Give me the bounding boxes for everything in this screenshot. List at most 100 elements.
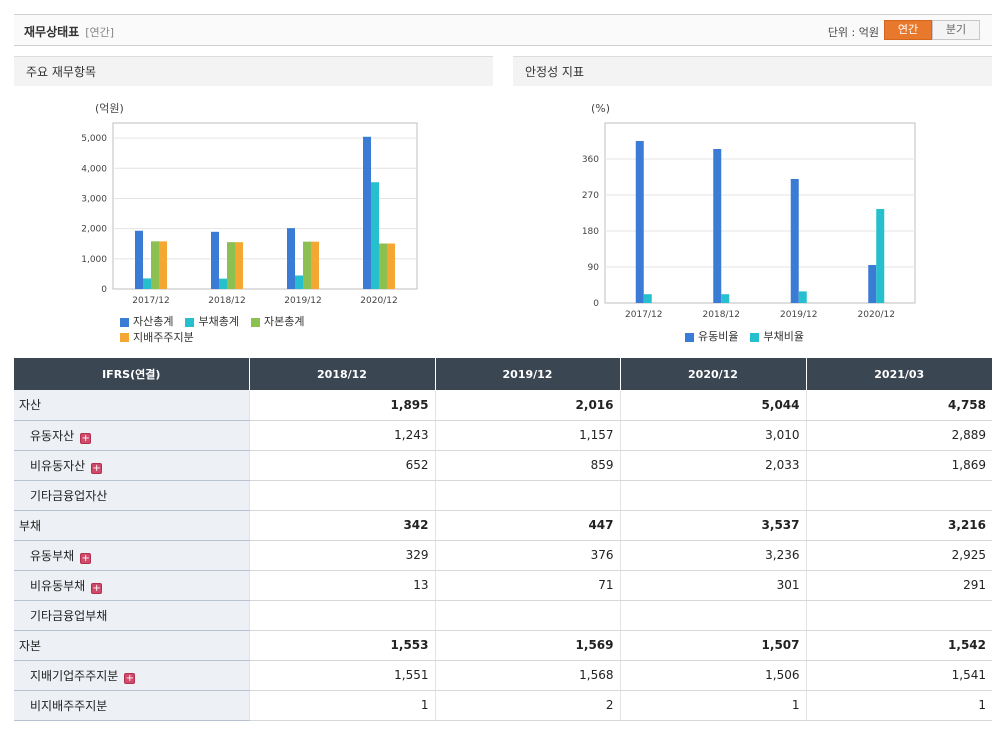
table-cell: 652 (249, 450, 436, 481)
legend-swatch (120, 333, 129, 342)
table-cell: 4,758 (806, 390, 992, 421)
major-items-title: 주요 재무항목 (14, 56, 493, 86)
expand-plus-icon[interactable]: + (80, 432, 92, 444)
legend-item: 지배주주지분 (120, 331, 194, 345)
row-label: 지배기업주주지분 + (14, 660, 250, 691)
bar-부채총계 (143, 278, 151, 289)
table-cell: 3,010 (620, 420, 807, 451)
table-row: 기타금융업자산 (14, 480, 992, 511)
row-label: 유동자산 + (14, 420, 250, 451)
legend-label: 자본총계 (263, 315, 305, 328)
y-tick-label: 360 (582, 155, 599, 165)
row-label-text: 유동부채 (30, 548, 75, 563)
table-row: 비유동자산 +652 859 2,033 1,869 (14, 450, 992, 481)
bar-지배주주지분 (311, 241, 319, 289)
bar-부채비율 (643, 294, 652, 303)
expand-plus-icon[interactable]: + (91, 462, 103, 474)
legend-swatch (750, 332, 760, 342)
balance-sheet-table: IFRS(연결) 2018/12 2019/12 2020/12 2021/03… (14, 358, 992, 721)
row-label-text: 지배기업주주지분 (30, 668, 119, 683)
bar-유동비율 (868, 265, 877, 303)
table-row: 유동자산 +1,243 1,157 3,010 2,889 (14, 420, 992, 451)
table-row: 비지배주주지분 1 2 1 1 (14, 690, 992, 721)
table-cell: 3,236 (620, 540, 807, 571)
bar-자산총계 (135, 230, 143, 289)
table-cell: 342 (249, 510, 436, 541)
table-cell: 1,551 (249, 660, 436, 691)
y-unit-label: (%) (591, 102, 610, 115)
bar-부채총계 (295, 275, 303, 289)
x-tick-label: 2019/12 (284, 296, 321, 306)
row-label: 기타금융업부채 (14, 600, 250, 631)
table-cell: 2,033 (620, 450, 807, 481)
major-items-panel: 주요 재무항목 (억원) 0 1,000 2,000 3,000 4,000 5,000 20… (14, 56, 493, 358)
row-label-text: 자산 (19, 398, 42, 413)
bar-유동비율 (790, 179, 799, 303)
header-col-4: 2021/03 (806, 358, 992, 390)
legend-label: 부채총계 (198, 315, 239, 328)
y-tick-label: 1,000 (81, 255, 107, 265)
legend-label: 지배주주지분 (133, 330, 194, 344)
bar-부채비율 (876, 209, 885, 303)
row-label: 자본 (14, 630, 250, 661)
table-header-row: IFRS(연결) 2018/12 2019/12 2020/12 2021/03 (14, 358, 992, 390)
table-cell (620, 480, 807, 511)
expand-plus-icon[interactable]: + (80, 552, 92, 564)
table-cell: 3,537 (620, 510, 807, 541)
table-row: 자산 1,895 2,016 5,044 4,758 (14, 390, 992, 421)
quarterly-button[interactable]: 분기 (932, 20, 980, 40)
bar-지배주주지분 (235, 242, 243, 289)
row-label-text: 기타금융업부채 (30, 608, 108, 623)
legend-item: 자산총계 (120, 315, 173, 329)
row-label-text: 비유동자산 (30, 458, 86, 473)
table-cell: 71 (435, 570, 621, 601)
row-label-text: 비유동부채 (30, 578, 86, 593)
table-row: 지배기업주주지분 +1,551 1,568 1,506 1,541 (14, 660, 992, 691)
legend-swatch (250, 317, 260, 327)
y-tick-label: 90 (588, 263, 600, 273)
table-cell (620, 600, 807, 631)
balance-sheet-table-wrap: IFRS(연결) 2018/12 2019/12 2020/12 2021/03… (14, 358, 992, 721)
bar-자산총계 (211, 231, 219, 289)
row-label: 비유동자산 + (14, 450, 250, 481)
table-cell: 1,568 (435, 660, 621, 691)
table-cell: 1 (806, 690, 992, 721)
period-toggle: 연간 분기 (884, 20, 980, 40)
row-label: 비지배주주지분 (14, 690, 250, 721)
table-cell: 329 (249, 540, 436, 571)
table-cell (806, 600, 992, 631)
table-cell (435, 480, 621, 511)
y-tick-label: 3,000 (81, 194, 107, 204)
x-tick-label: 2019/12 (780, 310, 817, 320)
section-header: 재무상태표 [연간] 단위 : 억원 연간 분기 (14, 14, 992, 46)
table-cell: 859 (435, 450, 621, 481)
y-tick-label: 5,000 (81, 134, 107, 144)
table-cell: 1 (620, 690, 807, 721)
bar-부채비율 (798, 291, 807, 303)
table-cell: 1,506 (620, 660, 807, 691)
header-ifrs: IFRS(연결) (14, 358, 250, 390)
expand-plus-icon[interactable]: + (91, 582, 103, 594)
table-cell: 1,553 (249, 630, 436, 661)
legend-swatch (185, 317, 195, 327)
table-cell: 291 (806, 570, 992, 601)
header-col-1: 2018/12 (249, 358, 436, 390)
x-tick-label: 2017/12 (625, 310, 662, 320)
y-tick-label: 0 (593, 299, 599, 309)
x-tick-label: 2020/12 (858, 310, 895, 320)
y-unit-label: (억원) (95, 102, 124, 115)
table-cell: 2 (435, 690, 621, 721)
expand-plus-icon[interactable]: + (124, 672, 136, 684)
table-row: 비유동부채 +13 71 301 291 (14, 570, 992, 601)
bar-유동비율 (635, 141, 644, 303)
table-cell: 1,569 (435, 630, 621, 661)
bar-지배주주지분 (159, 241, 167, 289)
table-cell (249, 600, 436, 631)
major-items-chart: (억원) 0 1,000 2,000 3,000 4,000 5,000 2017/12 201… (81, 102, 418, 306)
bar-부채총계 (371, 182, 379, 289)
table-row: 유동부채 +329 376 3,236 2,925 (14, 540, 992, 571)
bar-자본총계 (151, 241, 159, 289)
y-tick-label: 0 (101, 285, 107, 295)
annual-button[interactable]: 연간 (884, 20, 932, 40)
